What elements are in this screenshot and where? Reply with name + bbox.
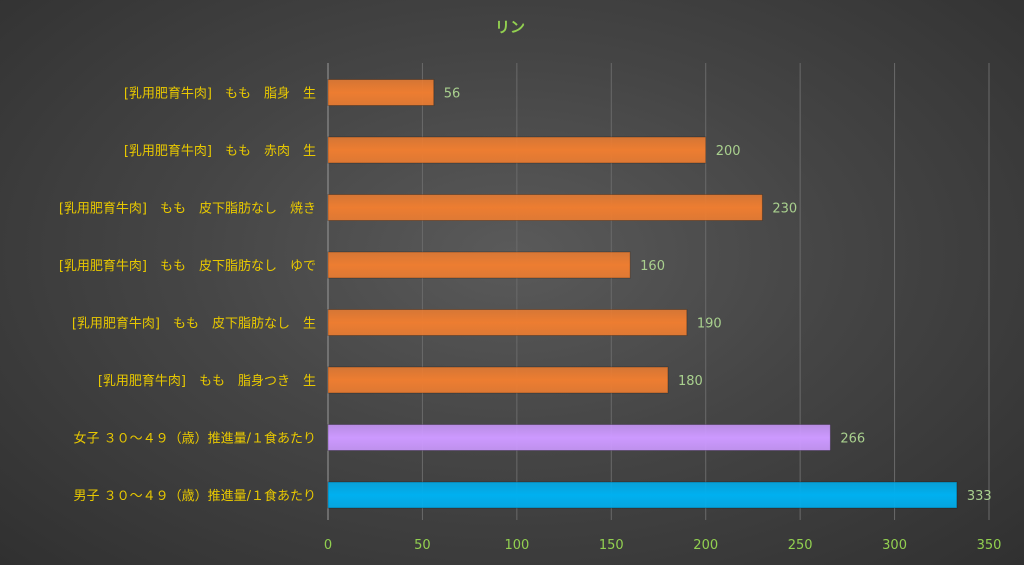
x-tick-label: 350 <box>977 538 1002 553</box>
data-label: 180 <box>678 374 703 389</box>
bar <box>327 194 763 221</box>
data-label: 56 <box>444 87 461 102</box>
category-label: 男子 ３０～４９（歳）推進量/１食あたり <box>73 488 316 504</box>
data-label: 200 <box>716 144 741 159</box>
bar <box>327 366 669 394</box>
x-tick-label: 100 <box>504 538 529 553</box>
category-label: [乳用肥育牛肉] もも 皮下脂肪なし ゆで <box>59 258 316 274</box>
x-tick-label: 300 <box>882 538 907 553</box>
category-label: 女子 ３０～４９（歳）推進量/１食あたり <box>73 431 316 447</box>
category-label: [乳用肥育牛肉] もも 脂身つき 生 <box>98 373 316 389</box>
category-label: [乳用肥育牛肉] もも 皮下脂肪なし 生 <box>72 316 316 332</box>
data-label: 190 <box>697 317 722 332</box>
data-labels: 56 200 230 160 190 180 266 333 <box>444 87 992 505</box>
category-label: [乳用肥育牛肉] もも 脂身 生 <box>124 86 316 102</box>
category-label: [乳用肥育牛肉] もも 皮下脂肪なし 焼き <box>59 201 316 217</box>
bars <box>327 79 958 509</box>
bar <box>327 136 707 164</box>
x-tick-label: 200 <box>693 538 718 553</box>
bar <box>327 481 958 509</box>
x-tick-label: 0 <box>324 538 332 553</box>
bar <box>327 424 831 451</box>
data-label: 266 <box>840 432 865 447</box>
data-label: 333 <box>967 489 992 504</box>
x-tick-label: 250 <box>788 538 813 553</box>
gridlines <box>327 63 990 520</box>
x-tick-labels: 0 50 100 150 200 250 300 350 <box>324 538 1002 553</box>
x-tick-label: 150 <box>599 538 624 553</box>
x-tick-label: 50 <box>414 538 431 553</box>
bar <box>327 251 631 279</box>
bar <box>327 309 688 336</box>
data-label: 230 <box>772 202 797 217</box>
bar <box>327 79 435 106</box>
category-labels: [乳用肥育牛肉] もも 脂身 生 [乳用肥育牛肉] もも 赤肉 生 [乳用肥育牛肉]… <box>59 86 316 505</box>
data-label: 160 <box>640 259 665 274</box>
chart-title: リン <box>495 18 525 36</box>
category-label: [乳用肥育牛肉] もも 赤肉 生 <box>124 143 316 159</box>
